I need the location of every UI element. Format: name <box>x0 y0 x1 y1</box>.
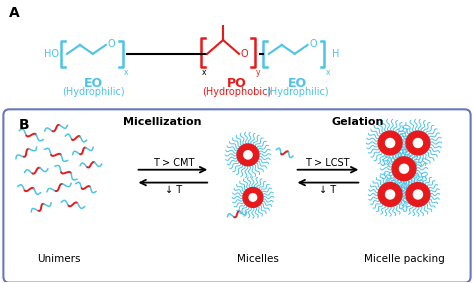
Text: EO: EO <box>84 77 103 90</box>
Text: Gelation: Gelation <box>331 117 383 127</box>
Text: O: O <box>241 49 248 59</box>
Text: (Hydrophilic): (Hydrophilic) <box>266 87 329 97</box>
Text: x: x <box>202 68 207 77</box>
Circle shape <box>244 151 252 159</box>
Circle shape <box>378 183 402 206</box>
Text: PO: PO <box>227 77 247 90</box>
Text: O: O <box>310 39 317 49</box>
Text: B: B <box>18 118 29 132</box>
Circle shape <box>385 190 395 199</box>
Circle shape <box>378 131 402 155</box>
Text: A: A <box>9 6 20 20</box>
Circle shape <box>413 190 422 199</box>
Circle shape <box>392 157 416 181</box>
Text: x: x <box>124 68 128 77</box>
Text: Micellization: Micellization <box>123 117 202 127</box>
Circle shape <box>385 138 395 147</box>
Text: (Hydrophobic): (Hydrophobic) <box>202 87 272 97</box>
Text: H: H <box>332 49 340 59</box>
Text: HO: HO <box>44 49 59 59</box>
Text: T > CMT: T > CMT <box>153 158 194 168</box>
Text: T > LCST: T > LCST <box>305 158 350 168</box>
FancyBboxPatch shape <box>3 109 471 283</box>
Text: Micelle packing: Micelle packing <box>364 254 445 264</box>
Text: EO: EO <box>288 77 307 90</box>
Circle shape <box>237 144 259 166</box>
Circle shape <box>406 183 430 206</box>
Text: Micelles: Micelles <box>237 254 279 264</box>
Text: Unimers: Unimers <box>37 254 81 264</box>
Text: O: O <box>108 39 115 49</box>
Text: (Hydrophilic): (Hydrophilic) <box>63 87 125 97</box>
Circle shape <box>243 188 263 207</box>
Text: ↓ T: ↓ T <box>319 185 336 195</box>
Text: y: y <box>256 68 260 77</box>
Text: ↓ T: ↓ T <box>165 185 182 195</box>
Circle shape <box>249 194 257 201</box>
Text: x: x <box>326 68 330 77</box>
Circle shape <box>400 164 409 173</box>
Circle shape <box>406 131 430 155</box>
Circle shape <box>413 138 422 147</box>
